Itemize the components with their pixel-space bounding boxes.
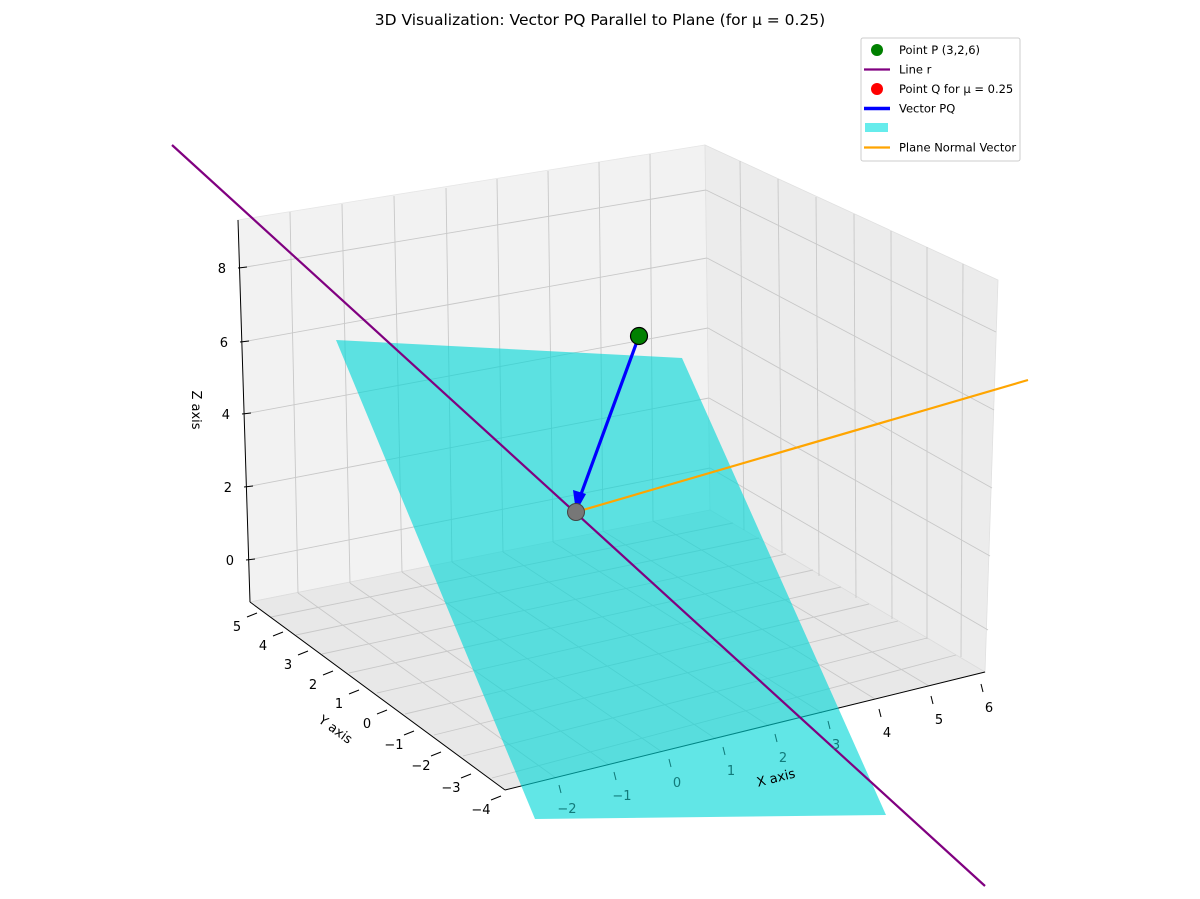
x-tick-label: 1 <box>727 764 735 779</box>
y-tick-mark <box>322 670 334 676</box>
y-tick-label: 4 <box>259 639 267 654</box>
chart-title: 3D Visualization: Vector PQ Parallel to … <box>375 11 825 29</box>
point-q-marker <box>567 503 585 521</box>
y-tick-label: −2 <box>411 759 430 774</box>
z-tick-mark <box>237 266 248 269</box>
z-tick-label: 4 <box>222 408 230 423</box>
y-tick-label: 3 <box>284 658 292 673</box>
y-tick-mark <box>272 631 284 637</box>
plane-surface <box>336 340 886 819</box>
z-tick-mark <box>241 412 252 415</box>
y-tick-mark <box>490 795 502 801</box>
x-tick-mark <box>668 758 672 768</box>
y-tick-mark <box>297 650 309 656</box>
x-tick-label: 0 <box>673 776 681 791</box>
x-tick-label: 6 <box>985 701 993 716</box>
plane-normal-vector <box>575 378 1029 514</box>
z-tick-label: 2 <box>224 481 232 496</box>
y-tick-mark <box>246 612 258 618</box>
z-axis-line <box>237 219 251 603</box>
vector-pq-shaft <box>578 335 641 498</box>
x-tick-label: 5 <box>935 713 943 728</box>
z-tick-label: 6 <box>220 336 228 351</box>
y-tick-mark <box>430 751 442 757</box>
legend-label: Plane Normal Vector <box>899 141 1016 155</box>
y-tick-mark <box>403 730 415 736</box>
y-tick-mark <box>460 773 472 779</box>
y-tick-label: 1 <box>335 697 343 712</box>
z-tick-mark <box>245 558 256 561</box>
y-axis-label: Y axis <box>314 712 355 747</box>
x-tick-mark <box>558 784 562 794</box>
legend-marker <box>871 44 883 56</box>
legend-marker <box>871 83 883 95</box>
x-tick-mark <box>930 695 934 705</box>
y-tick-label: 2 <box>309 678 317 693</box>
legend: Point P (3,2,6) Line r Point Q for μ = 0.2… <box>860 37 1021 162</box>
x-tick-mark <box>827 720 831 730</box>
y-tick-label: −1 <box>384 738 403 753</box>
legend-label: Point Q for μ = 0.25 <box>899 82 1013 96</box>
z-tick-label: 0 <box>226 554 234 569</box>
x-tick-mark <box>878 708 882 718</box>
y-tick-label: 0 <box>363 717 371 732</box>
point-p-marker <box>629 326 649 346</box>
x-tick-label: 4 <box>883 726 891 741</box>
x-tick-mark <box>774 733 778 743</box>
x-tick-label: −2 <box>557 802 576 817</box>
tick-layer: 8 6 4 2 0 5 4 3 2 1 0 −1 −2 −3 −4 −2 −1 0 1 2 3 4 5 6 <box>218 262 993 818</box>
y-tick-mark <box>376 709 388 715</box>
z-tick-mark <box>243 485 254 488</box>
x-tick-mark <box>613 771 617 781</box>
z-tick-mark <box>239 340 250 343</box>
x-tick-label: 3 <box>832 738 840 753</box>
legend-patch <box>865 123 888 132</box>
z-axis-label: Z axis <box>188 390 203 429</box>
x-tick-label: 2 <box>779 751 787 766</box>
y-tick-label: −3 <box>441 781 460 796</box>
x-tick-label: −1 <box>612 789 631 804</box>
x-tick-mark <box>722 746 726 756</box>
x-tick-mark <box>980 683 984 693</box>
series-layer <box>171 144 1029 887</box>
legend-box <box>860 37 1021 162</box>
z-tick-label: 8 <box>218 262 226 277</box>
y-tick-label: 5 <box>233 620 241 635</box>
legend-items: Point P (3,2,6) Line r Point Q for μ = 0.2… <box>864 43 1016 155</box>
legend-label: Vector PQ <box>899 102 955 116</box>
y-tick-label: −4 <box>471 803 490 818</box>
legend-label: Line r <box>899 63 932 77</box>
y-tick-mark <box>348 689 360 695</box>
legend-label: Point P (3,2,6) <box>899 43 980 57</box>
y-axis-line <box>249 601 506 791</box>
